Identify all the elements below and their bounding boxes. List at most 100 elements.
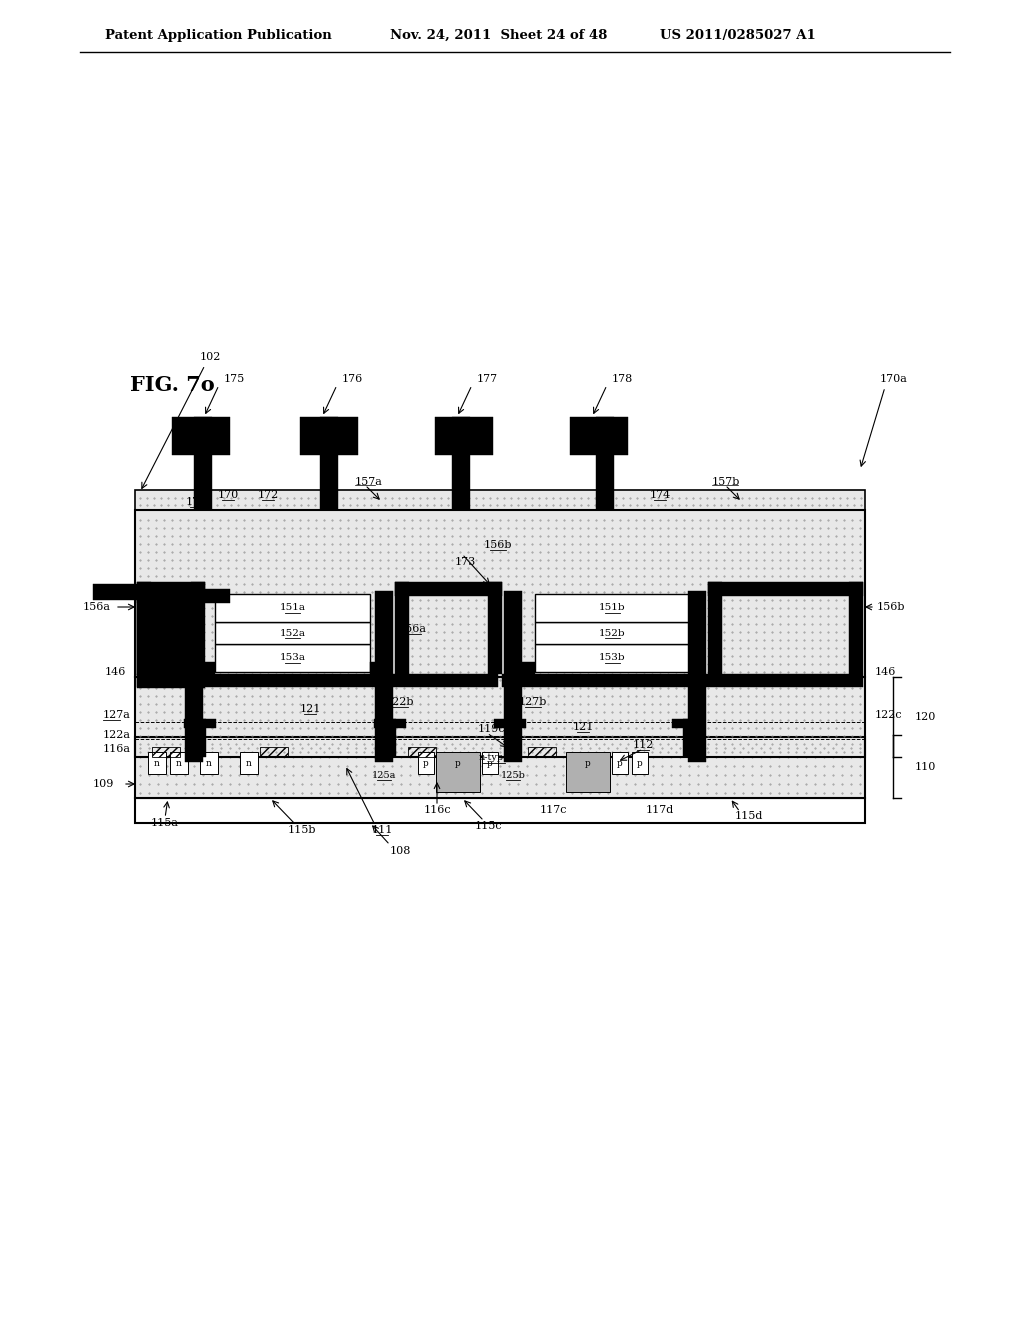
- Bar: [522, 663, 535, 675]
- Bar: [395, 582, 409, 675]
- Text: 178: 178: [612, 374, 633, 384]
- Text: 156a: 156a: [83, 602, 111, 612]
- Text: 151b: 151b: [599, 603, 626, 612]
- Bar: [215, 644, 370, 672]
- Bar: [135, 737, 865, 799]
- Bar: [612, 752, 628, 774]
- Text: 155: 155: [187, 664, 206, 673]
- Text: 155: 155: [507, 664, 525, 673]
- Bar: [137, 589, 185, 675]
- Text: 116a: 116a: [103, 744, 131, 754]
- Text: 110: 110: [915, 762, 936, 771]
- Text: 127a: 127a: [103, 710, 131, 719]
- Text: 116c: 116c: [423, 805, 451, 814]
- Bar: [370, 663, 383, 675]
- Bar: [374, 719, 406, 729]
- Text: p: p: [423, 759, 429, 767]
- Bar: [135, 510, 865, 677]
- Text: 156b: 156b: [483, 540, 512, 550]
- Bar: [488, 582, 502, 675]
- Bar: [135, 737, 865, 799]
- Bar: [215, 594, 370, 622]
- Text: 122b: 122b: [386, 697, 415, 708]
- Bar: [688, 591, 706, 762]
- Text: 146: 146: [874, 667, 896, 677]
- Bar: [300, 417, 358, 455]
- Text: 157a: 157a: [355, 477, 383, 487]
- Bar: [482, 752, 498, 774]
- Text: 102: 102: [200, 352, 221, 362]
- Text: FIG. 7o: FIG. 7o: [130, 375, 215, 395]
- Bar: [708, 582, 863, 597]
- Bar: [375, 591, 393, 762]
- Bar: [137, 589, 230, 603]
- Text: 177: 177: [477, 374, 498, 384]
- Text: n: n: [206, 759, 212, 767]
- Text: 122c: 122c: [874, 710, 902, 719]
- Bar: [135, 677, 865, 756]
- Text: 154b: 154b: [670, 676, 696, 685]
- Text: 174: 174: [649, 490, 671, 500]
- Bar: [672, 719, 705, 729]
- Bar: [135, 490, 865, 510]
- Text: 173: 173: [455, 557, 476, 568]
- Text: p: p: [637, 759, 643, 767]
- Bar: [505, 719, 516, 756]
- Bar: [535, 644, 690, 672]
- Text: 171: 171: [185, 498, 207, 507]
- Bar: [528, 747, 556, 756]
- Bar: [395, 582, 502, 597]
- Text: 117c: 117c: [540, 805, 566, 814]
- Text: 111: 111: [372, 825, 392, 836]
- Bar: [632, 752, 648, 774]
- Text: 154a: 154a: [304, 676, 331, 685]
- Text: p: p: [487, 759, 493, 767]
- Text: 115b: 115b: [288, 825, 316, 836]
- Text: 125b: 125b: [501, 771, 525, 780]
- Bar: [260, 747, 288, 756]
- Text: 122a: 122a: [103, 730, 131, 741]
- Bar: [135, 677, 865, 756]
- Bar: [535, 622, 690, 644]
- Text: 109: 109: [93, 779, 115, 789]
- Text: p: p: [455, 759, 461, 767]
- Bar: [185, 591, 203, 762]
- Bar: [172, 417, 230, 455]
- Text: 125a: 125a: [372, 771, 396, 780]
- Bar: [215, 622, 370, 644]
- Text: 119c: 119c: [478, 723, 506, 734]
- Bar: [184, 719, 216, 729]
- Text: 151a: 151a: [280, 603, 305, 612]
- Text: 117d: 117d: [646, 805, 674, 814]
- Bar: [152, 747, 180, 756]
- Bar: [137, 583, 153, 675]
- Text: 176: 176: [342, 374, 364, 384]
- Text: 172: 172: [257, 490, 279, 500]
- Bar: [494, 719, 526, 729]
- Text: n: n: [246, 759, 252, 767]
- Text: 152b: 152b: [599, 628, 626, 638]
- Text: 120: 120: [915, 711, 936, 722]
- Text: 170a: 170a: [880, 374, 908, 384]
- Text: 156a: 156a: [399, 624, 427, 634]
- Bar: [504, 591, 522, 762]
- Bar: [148, 752, 166, 774]
- Bar: [683, 719, 694, 756]
- Bar: [596, 417, 614, 510]
- Bar: [137, 582, 205, 597]
- Text: 156b: 156b: [877, 602, 905, 612]
- Text: 152a: 152a: [280, 628, 305, 638]
- Bar: [535, 594, 690, 622]
- Text: 115d: 115d: [735, 810, 763, 821]
- Bar: [194, 417, 212, 510]
- Bar: [93, 583, 137, 601]
- Text: 121: 121: [572, 722, 594, 733]
- Bar: [200, 752, 218, 774]
- Bar: [690, 663, 703, 675]
- Text: 157b: 157b: [712, 477, 740, 487]
- Bar: [452, 417, 470, 510]
- Bar: [170, 752, 188, 774]
- Text: p: p: [617, 759, 623, 767]
- Text: 112: 112: [632, 741, 653, 750]
- Text: Nov. 24, 2011  Sheet 24 of 48: Nov. 24, 2011 Sheet 24 of 48: [390, 29, 607, 41]
